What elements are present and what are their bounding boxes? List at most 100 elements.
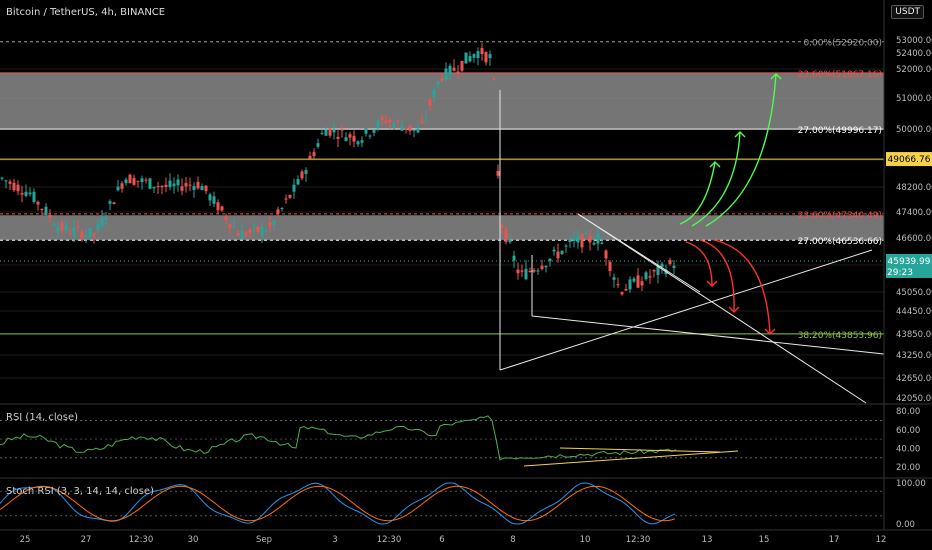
candle-body <box>52 224 56 226</box>
candle-body <box>136 180 140 182</box>
price-tick: 52400.00 <box>896 49 932 59</box>
candle-body <box>520 270 524 272</box>
candle-body <box>72 227 76 234</box>
candle-body <box>320 133 324 135</box>
chart-title: Bitcoin / TetherUS, 4h, BINANCE <box>6 7 166 18</box>
countdown-text: 29:23 <box>887 268 913 278</box>
candle-body <box>632 278 636 282</box>
candle-body <box>568 239 572 242</box>
candle-body <box>524 268 528 280</box>
candle-body <box>540 265 544 270</box>
candle-body <box>0 177 4 179</box>
candle-body <box>592 242 596 245</box>
candle-body <box>536 270 540 272</box>
candle-body <box>496 170 500 176</box>
candle-body <box>312 152 316 157</box>
arrow-head <box>728 306 740 313</box>
candle-body <box>260 227 264 235</box>
projection-arrow <box>691 131 741 227</box>
candle-body <box>4 180 8 182</box>
candle-body <box>532 270 536 272</box>
projection-arrow <box>685 241 713 287</box>
rsi-tick: 40.00 <box>896 444 920 454</box>
candle-body <box>80 231 84 239</box>
candle-body <box>408 125 412 131</box>
candle-body <box>36 201 40 205</box>
candle-body <box>500 225 504 228</box>
time-tick: 13 <box>702 535 713 545</box>
candle-body <box>648 276 652 278</box>
fib-label: 0.00%(52920.00) <box>803 39 882 49</box>
candle-body <box>292 184 296 192</box>
candle-body <box>484 52 488 63</box>
time-tick: 6 <box>439 535 444 545</box>
currency-selector[interactable]: USDT <box>891 5 924 19</box>
candle-body <box>456 71 460 73</box>
candle-body <box>624 288 628 291</box>
stoch-tick: 100.00 <box>896 479 926 489</box>
candle-body <box>152 186 156 189</box>
candle-body <box>68 233 72 235</box>
candle-body <box>148 178 152 189</box>
price-badge-current <box>886 253 932 278</box>
fib-label: 27.00%(49996.17) <box>798 126 882 136</box>
price-tick: 47400.00 <box>896 208 932 218</box>
price-tick: 43850.00 <box>896 330 932 340</box>
candle-body <box>480 47 484 54</box>
candle-body <box>612 277 616 280</box>
time-tick: 8 <box>510 535 515 545</box>
candle-body <box>448 65 452 75</box>
candle-body <box>572 238 576 242</box>
time-tick: 12:30 <box>129 535 154 545</box>
candle-body <box>176 179 180 186</box>
candle-body <box>296 179 300 185</box>
candle-body <box>208 194 212 201</box>
candle-body <box>352 135 356 142</box>
candle-body <box>92 233 96 236</box>
candle-body <box>188 184 192 186</box>
candle-body <box>276 209 280 214</box>
time-tick: 10 <box>580 535 591 545</box>
candle-body <box>264 231 268 233</box>
candle-body <box>56 227 60 232</box>
candle-body <box>180 186 184 191</box>
candle-body <box>644 272 648 280</box>
candle-body <box>200 185 204 191</box>
candle-body <box>100 217 104 226</box>
candle-body <box>464 52 468 64</box>
arrow-head <box>709 161 721 168</box>
candle-body <box>332 129 336 133</box>
candle-body <box>640 281 644 286</box>
candle-body <box>564 245 568 247</box>
price-badge-yellow <box>886 152 932 167</box>
candle-body <box>24 191 28 196</box>
candle-body <box>288 194 292 198</box>
candle-body <box>308 155 312 159</box>
candle-body <box>552 249 556 252</box>
candle-body <box>28 192 32 195</box>
stoch-rsi-label: Stoch RSI (3, 3, 14, 14, close) <box>6 486 154 497</box>
price-tick: 42050.00 <box>896 394 932 404</box>
candle-body <box>84 234 88 237</box>
candle-body <box>344 137 348 141</box>
candle-body <box>328 128 332 136</box>
candle-body <box>156 186 160 188</box>
candle-body <box>272 220 276 225</box>
candle-body <box>584 233 588 235</box>
candle-body <box>432 89 436 98</box>
candle-body <box>220 206 224 211</box>
candle-body <box>428 99 432 106</box>
candle-body <box>268 222 272 227</box>
candle-body <box>140 178 144 183</box>
candle-body <box>360 140 364 143</box>
arrow-head <box>770 73 782 80</box>
candle-body <box>232 226 236 228</box>
candle-body <box>576 235 580 243</box>
price-badge-current-text: 45939.99 <box>888 257 931 267</box>
candle-body <box>668 260 672 265</box>
candle-body <box>204 185 208 192</box>
candle-body <box>660 263 664 268</box>
candle-body <box>628 279 632 290</box>
candle-body <box>492 78 496 80</box>
